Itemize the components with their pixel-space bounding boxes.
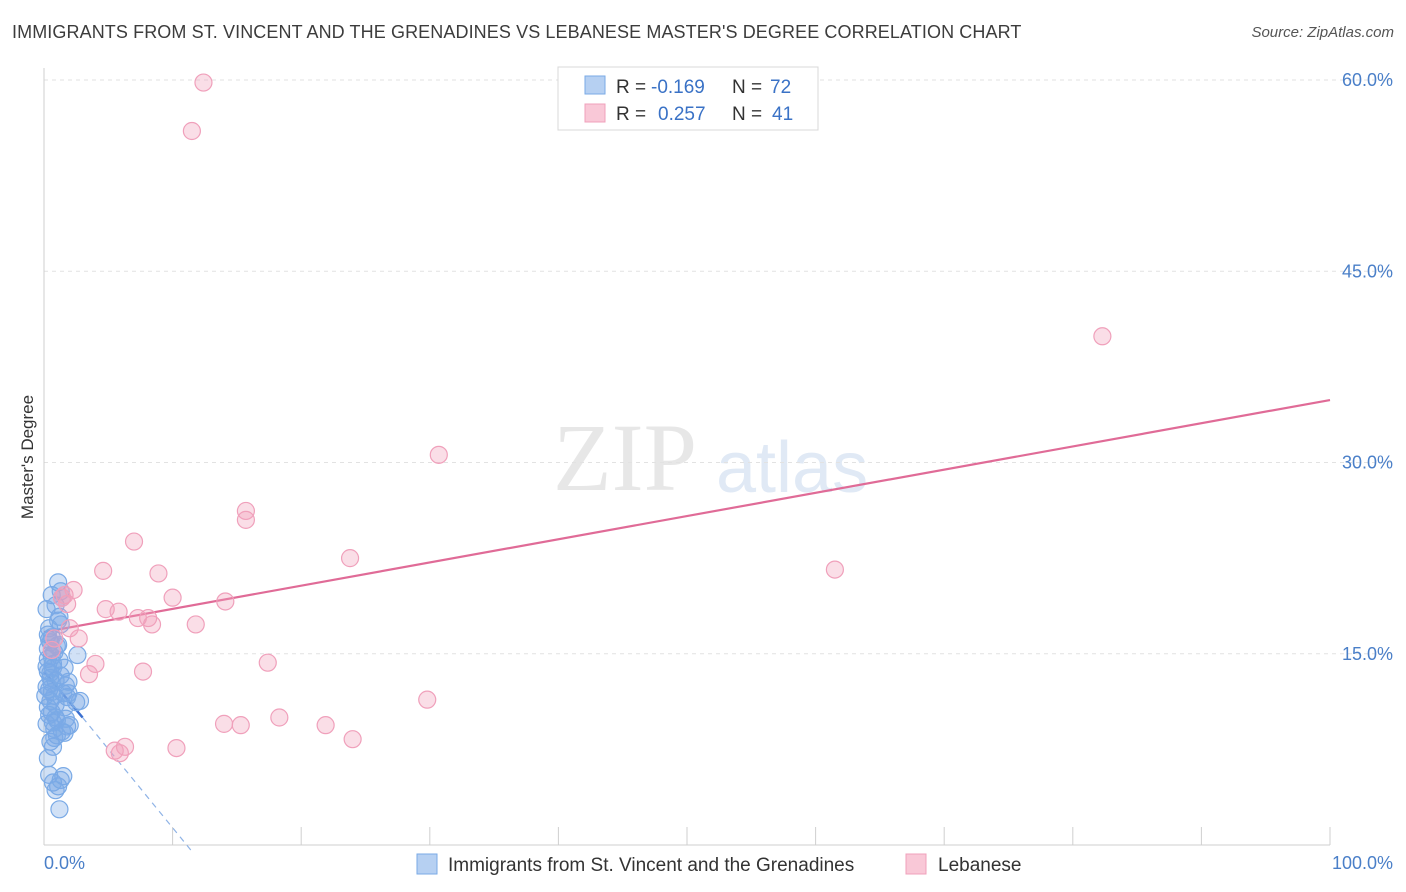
legend-n-value-2: 41 bbox=[772, 104, 793, 125]
x-tick-label-0: 0.0% bbox=[44, 853, 85, 873]
watermark-zip: ZIP bbox=[553, 404, 697, 511]
point-lebanese-37 bbox=[105, 741, 124, 760]
legend-n-label-2: N = bbox=[732, 104, 762, 125]
series-legend: Immigrants from St. Vincent and the Gren… bbox=[416, 853, 1021, 876]
bottom-legend-swatch-pink bbox=[905, 853, 927, 875]
point-lebanese-9 bbox=[149, 564, 168, 583]
watermark: ZIP atlas bbox=[553, 404, 868, 511]
legend-n-label-1: N = bbox=[732, 77, 762, 98]
point-lebanese-28 bbox=[133, 662, 153, 681]
point-lebanese-32 bbox=[214, 714, 234, 733]
point-lebanese-14 bbox=[216, 592, 235, 611]
point-lebanese-36 bbox=[167, 738, 186, 758]
point-immigrants-65 bbox=[47, 710, 66, 730]
y-tick-label-0: 15.0% bbox=[1342, 644, 1393, 664]
point-immigrants-44 bbox=[54, 767, 73, 786]
gridlines bbox=[44, 79, 1395, 655]
point-lebanese-17 bbox=[109, 602, 128, 621]
y-tick-label-2: 45.0% bbox=[1342, 261, 1393, 281]
point-lebanese-3 bbox=[429, 445, 448, 464]
point-immigrants-36 bbox=[68, 645, 87, 665]
point-lebanese-8 bbox=[94, 561, 113, 580]
point-lebanese-27 bbox=[258, 653, 277, 672]
legend-r-value-2: 0.257 bbox=[658, 104, 706, 125]
trend-line-lebanese bbox=[43, 398, 1331, 634]
data-points bbox=[36, 73, 1112, 819]
point-lebanese-10 bbox=[825, 560, 844, 579]
trend-line-immigrants-dashed bbox=[82, 717, 193, 852]
legend-r-label-1: R = bbox=[616, 77, 646, 98]
point-lebanese-6 bbox=[124, 532, 144, 551]
point-lebanese-40 bbox=[52, 588, 72, 607]
point-immigrants-46 bbox=[38, 749, 57, 768]
bottom-legend-swatch-blue bbox=[416, 853, 438, 875]
point-lebanese-24 bbox=[69, 629, 88, 648]
point-lebanese-34 bbox=[316, 716, 335, 735]
point-immigrants-69 bbox=[59, 672, 78, 691]
point-lebanese-20 bbox=[142, 615, 162, 634]
watermark-atlas: atlas bbox=[716, 428, 868, 508]
point-lebanese-7 bbox=[340, 549, 360, 568]
legend-swatch-blue bbox=[584, 75, 606, 95]
point-lebanese-21 bbox=[186, 615, 205, 634]
legend-r-label-2: R = bbox=[616, 104, 646, 125]
point-immigrants-63 bbox=[37, 677, 56, 697]
legend-r-value-1: -0.169 bbox=[651, 77, 705, 98]
y-tick-label-1: 30.0% bbox=[1342, 453, 1393, 473]
point-lebanese-5 bbox=[236, 501, 256, 521]
point-lebanese-0 bbox=[194, 73, 213, 92]
point-immigrants-71 bbox=[43, 658, 63, 677]
point-lebanese-25 bbox=[42, 640, 61, 660]
y-axis-label: Master's Degree bbox=[18, 395, 37, 519]
point-lebanese-1 bbox=[182, 121, 201, 141]
point-immigrants-70 bbox=[38, 649, 57, 668]
source-label: Source: ZipAtlas.com bbox=[1251, 24, 1394, 41]
point-immigrants-66 bbox=[45, 728, 64, 748]
point-lebanese-26 bbox=[86, 654, 105, 674]
point-lebanese-23 bbox=[45, 629, 64, 648]
point-lebanese-33 bbox=[231, 716, 250, 735]
bottom-legend-label-pink: Lebanese bbox=[938, 855, 1021, 876]
point-lebanese-13 bbox=[163, 588, 182, 607]
legend-swatch-pink bbox=[584, 103, 606, 123]
x-tick-label-1: 100.0% bbox=[1332, 853, 1393, 873]
point-lebanese-30 bbox=[418, 690, 437, 709]
point-lebanese-35 bbox=[343, 730, 362, 749]
point-immigrants-45 bbox=[50, 800, 69, 819]
tick-labels: 15.0% 30.0% 45.0% 60.0% 0.0% 100.0% bbox=[44, 70, 1393, 873]
point-lebanese-31 bbox=[270, 708, 289, 727]
bottom-legend-label-blue: Immigrants from St. Vincent and the Gren… bbox=[448, 855, 854, 876]
point-lebanese-29 bbox=[79, 665, 99, 684]
correlation-legend: R = -0.169 N = 72 R = 0.257 N = 41 bbox=[557, 66, 819, 131]
point-lebanese-39 bbox=[110, 744, 129, 763]
point-immigrants-57 bbox=[46, 695, 65, 714]
point-lebanese-22 bbox=[60, 619, 79, 638]
chart-title: IMMIGRANTS FROM ST. VINCENT AND THE GREN… bbox=[12, 22, 1022, 42]
y-tick-label-3: 60.0% bbox=[1342, 70, 1393, 90]
point-lebanese-2 bbox=[1093, 327, 1112, 346]
legend-n-value-1: 72 bbox=[770, 77, 791, 98]
